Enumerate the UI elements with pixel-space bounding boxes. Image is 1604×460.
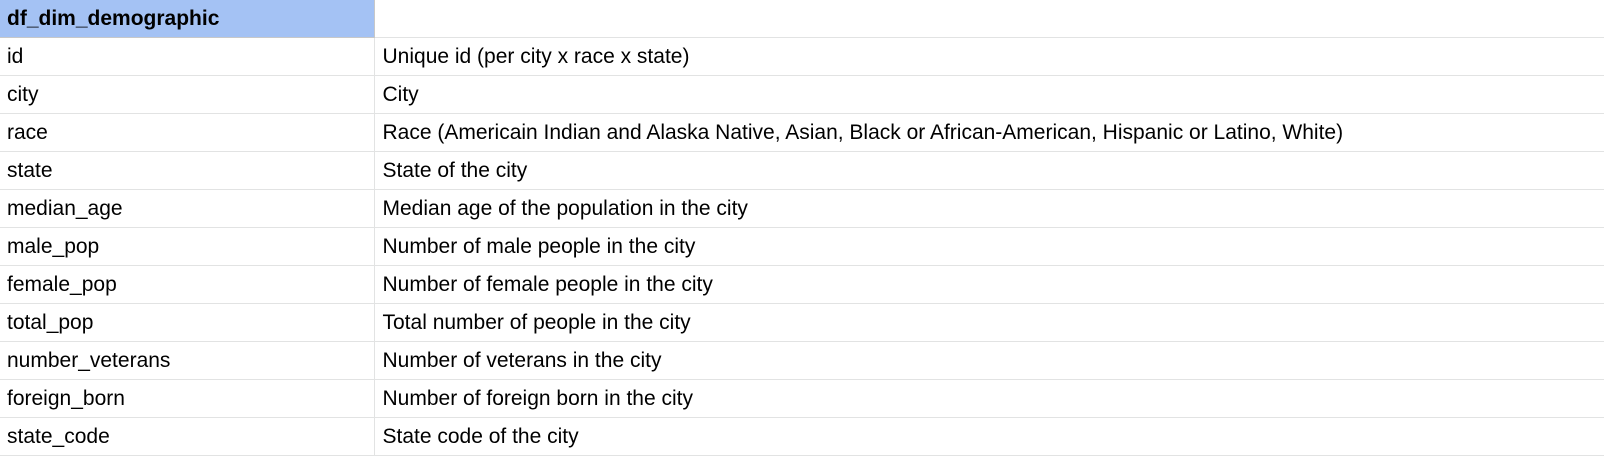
table-row: median_age Median age of the population i…	[0, 189, 1604, 228]
table-title-cell[interactable]: df_dim_demographic	[0, 0, 375, 38]
field-description-cell[interactable]: Number of male people in the city	[373, 227, 1604, 266]
field-name-cell[interactable]: id	[0, 37, 375, 76]
field-name-cell[interactable]: total_pop	[0, 303, 375, 342]
field-name-cell[interactable]: number_veterans	[0, 341, 375, 380]
field-name-cell[interactable]: city	[0, 75, 375, 114]
table-row: total_pop Total number of people in the c…	[0, 303, 1604, 342]
field-name-cell[interactable]: median_age	[0, 189, 375, 228]
table-row: number_veterans Number of veterans in the…	[0, 341, 1604, 380]
table-row: city City	[0, 75, 1604, 114]
field-name-cell[interactable]: foreign_born	[0, 379, 375, 418]
field-description-cell[interactable]: Median age of the population in the city	[373, 189, 1604, 228]
field-description-cell[interactable]: State code of the city	[373, 417, 1604, 456]
field-description-cell[interactable]: Race (Americain Indian and Alaska Native…	[373, 113, 1604, 152]
field-description-cell[interactable]: Number of foreign born in the city	[373, 379, 1604, 418]
table-row: female_pop Number of female people in the…	[0, 265, 1604, 304]
field-description-cell[interactable]: Number of female people in the city	[373, 265, 1604, 304]
table-row: id Unique id (per city x race x state)	[0, 37, 1604, 76]
table-row: race Race (Americain Indian and Alaska Na…	[0, 113, 1604, 152]
field-description-cell[interactable]: Number of veterans in the city	[373, 341, 1604, 380]
table-row: state State of the city	[0, 151, 1604, 190]
field-name-cell[interactable]: male_pop	[0, 227, 375, 266]
field-description-cell[interactable]: Total number of people in the city	[373, 303, 1604, 342]
table-row: male_pop Number of male people in the cit…	[0, 227, 1604, 266]
field-description-cell[interactable]: State of the city	[373, 151, 1604, 190]
table-row: state_code State code of the city	[0, 417, 1604, 456]
field-name-cell[interactable]: female_pop	[0, 265, 375, 304]
header-row: df_dim_demographic	[0, 0, 1604, 38]
field-name-cell[interactable]: state_code	[0, 417, 375, 456]
field-description-cell[interactable]: City	[373, 75, 1604, 114]
field-name-cell[interactable]: state	[0, 151, 375, 190]
field-name-cell[interactable]: race	[0, 113, 375, 152]
table-row: foreign_born Number of foreign born in th…	[0, 379, 1604, 418]
field-description-cell[interactable]: Unique id (per city x race x state)	[373, 37, 1604, 76]
header-empty-cell[interactable]	[373, 0, 1604, 38]
